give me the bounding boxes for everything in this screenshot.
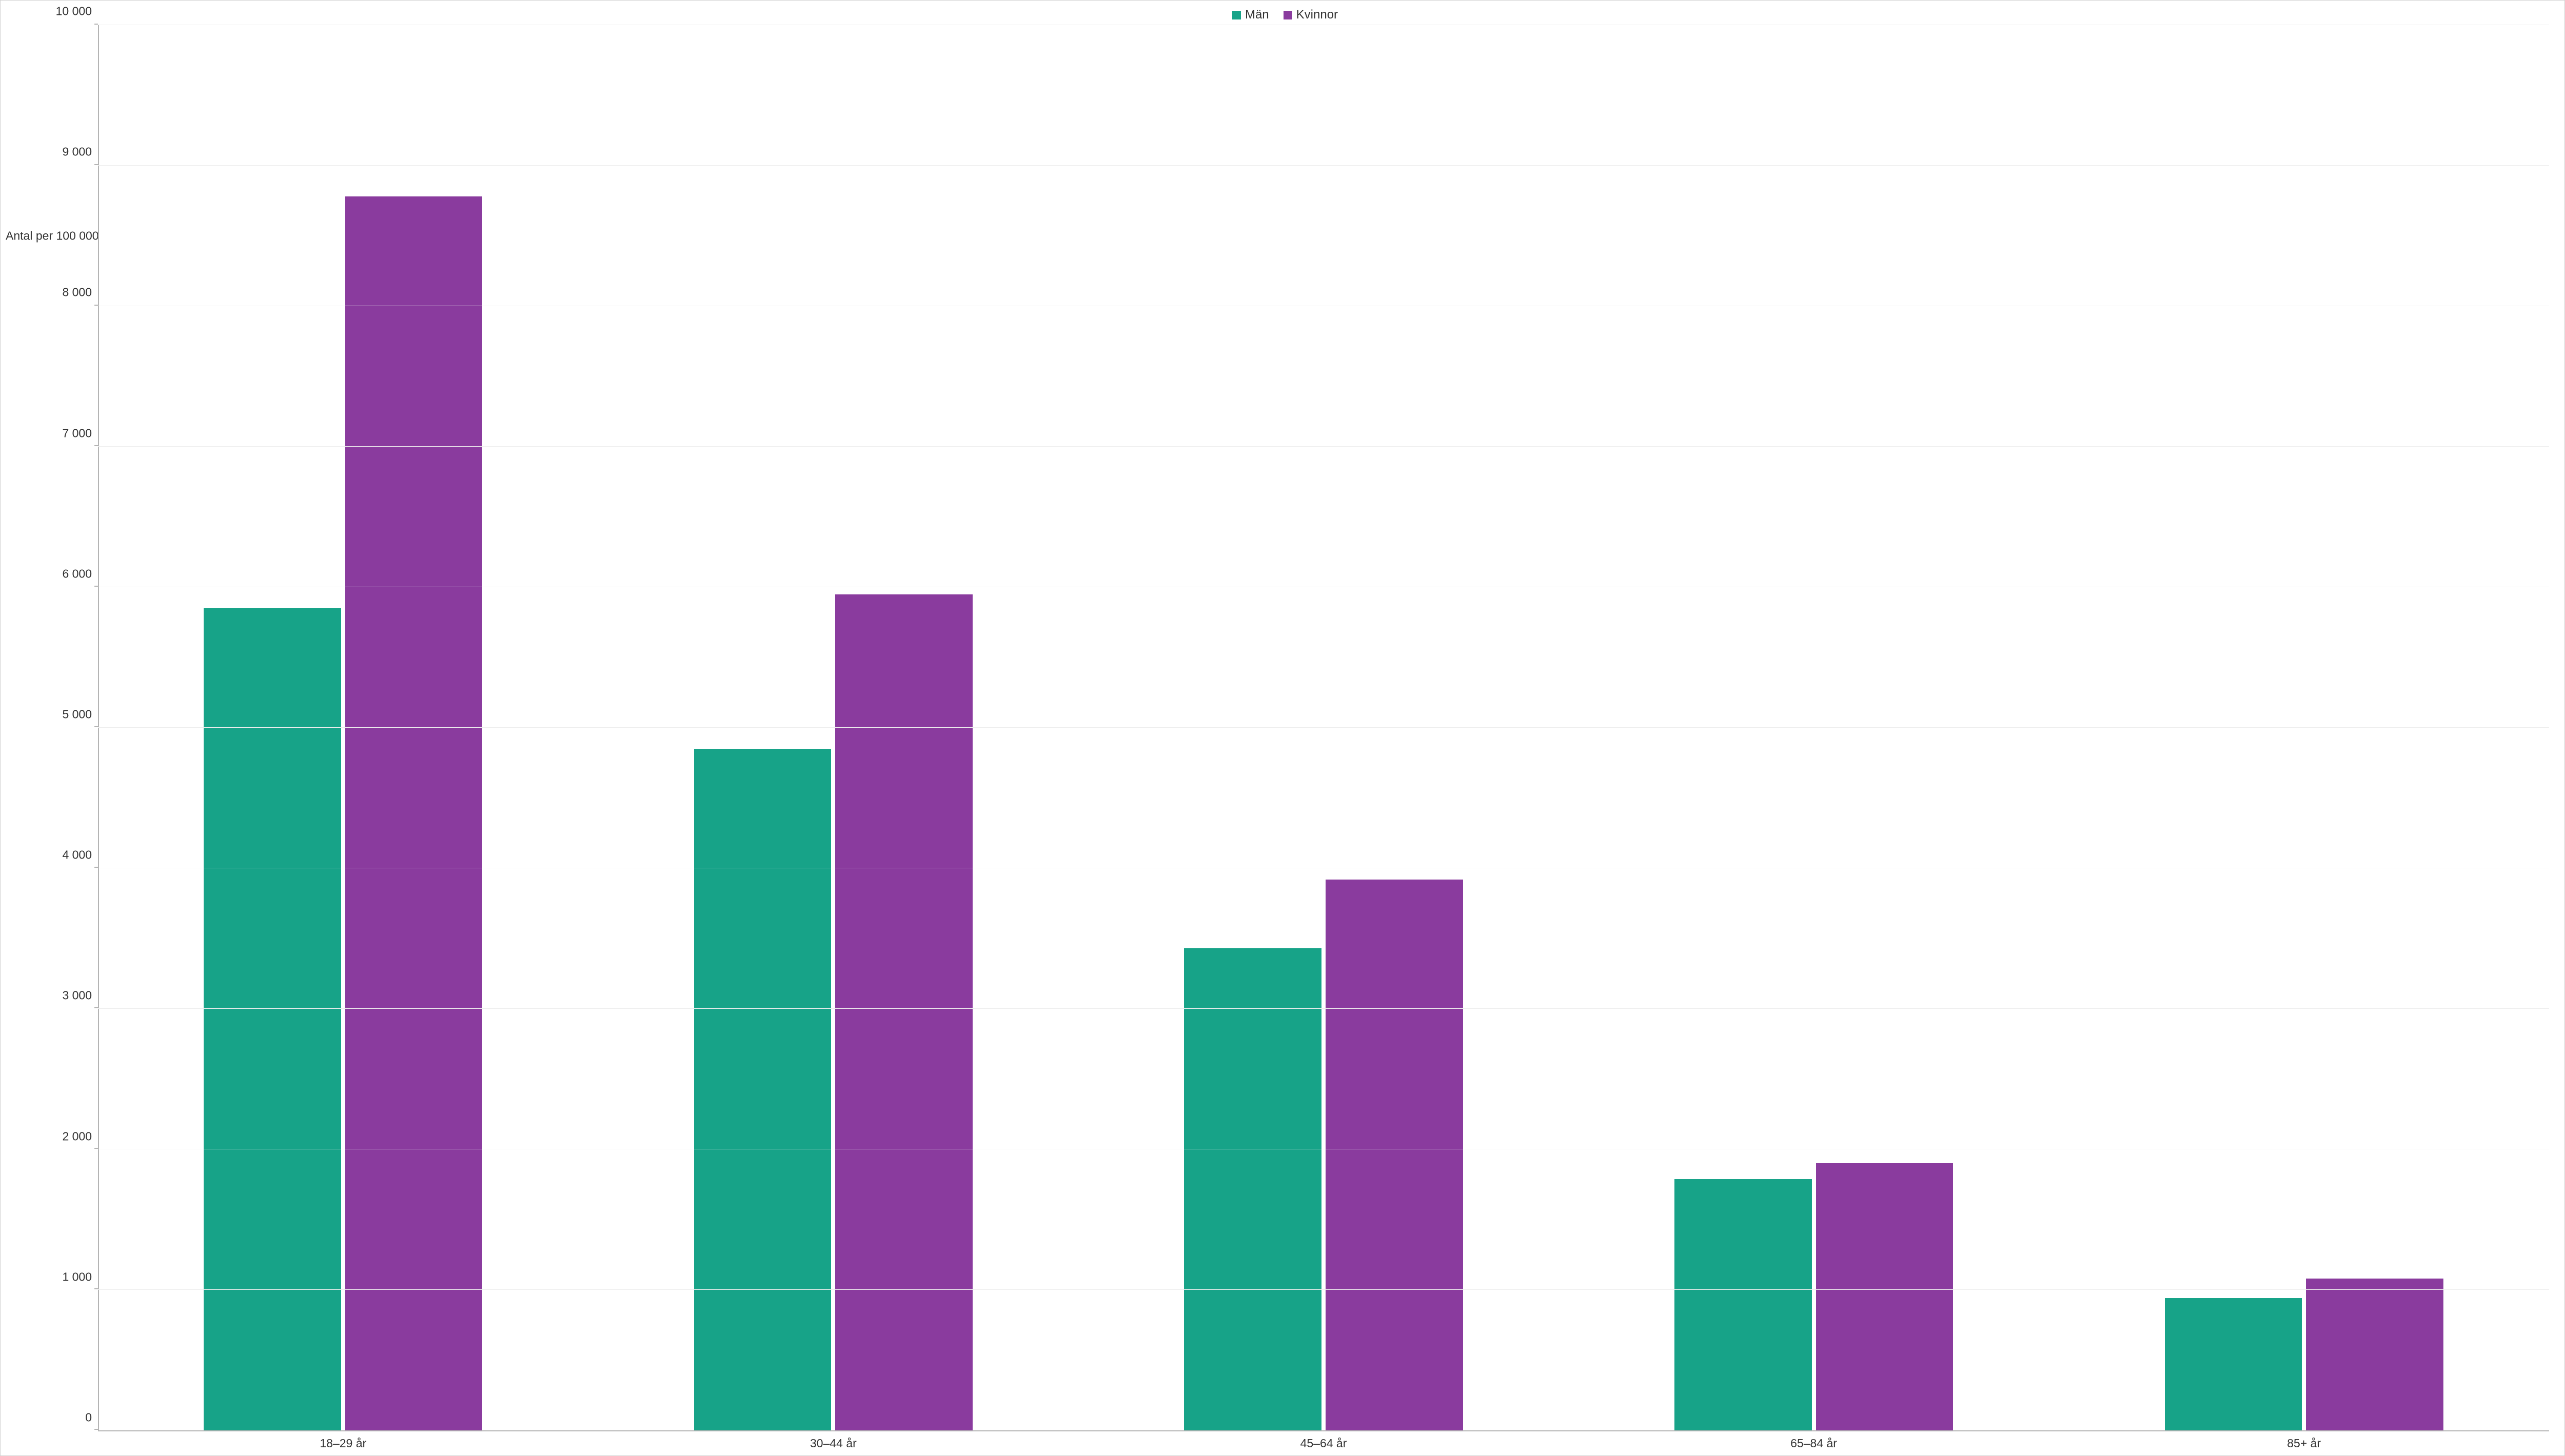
y-tick-label: 6 000 — [62, 567, 92, 581]
bar-men — [2165, 1298, 2302, 1430]
bar-group — [98, 25, 588, 1430]
y-tick-label: 1 000 — [62, 1270, 92, 1284]
legend-swatch-women — [1284, 11, 1292, 19]
gridline — [98, 1289, 2549, 1290]
y-tick — [94, 1288, 98, 1289]
x-tick-label: 85+ år — [2059, 1437, 2549, 1450]
y-tick — [94, 24, 98, 25]
x-axis-labels: 18–29 år30–44 år45–64 år65–84 år85+ år — [98, 1437, 2549, 1450]
y-tick — [94, 305, 98, 306]
y-tick-label: 9 000 — [62, 145, 92, 159]
y-tick-label: 7 000 — [62, 426, 92, 440]
y-tick — [94, 164, 98, 165]
y-tick-label: 8 000 — [62, 286, 92, 300]
chart-legend: Män Kvinnor — [21, 8, 2549, 22]
plot-wrap: Antal per 100 000 01 0002 0003 0004 0005… — [21, 25, 2549, 1431]
y-tick — [94, 445, 98, 446]
bar-women — [1816, 1163, 1954, 1430]
bar-groups — [98, 25, 2549, 1430]
gridline — [98, 446, 2549, 447]
bar-men — [1674, 1179, 1812, 1430]
bar-men — [204, 608, 341, 1430]
y-tick — [94, 1007, 98, 1008]
y-tick-label: 0 — [85, 1411, 92, 1425]
x-tick-label: 65–84 år — [1569, 1437, 2059, 1450]
y-axis: Antal per 100 000 01 0002 0003 0004 0005… — [21, 25, 98, 1431]
legend-label-men: Män — [1245, 8, 1269, 22]
y-tick-label: 4 000 — [62, 848, 92, 862]
y-tick-label: 5 000 — [62, 708, 92, 722]
gridline — [98, 727, 2549, 728]
y-axis-title: Antal per 100 000 — [6, 229, 99, 243]
gridline — [98, 1008, 2549, 1009]
y-tick-label: 10 000 — [56, 5, 92, 18]
bar-women — [835, 594, 973, 1430]
x-tick-label: 45–64 år — [1078, 1437, 1569, 1450]
bar-chart: Män Kvinnor Antal per 100 000 0 1 000 2 00… — [0, 0, 2565, 1456]
y-tick — [94, 586, 98, 587]
bar-men — [1184, 948, 1321, 1430]
y-tick — [94, 726, 98, 727]
x-tick-label: 30–44 år — [588, 1437, 1079, 1450]
x-tick-label: 18–29 år — [98, 1437, 588, 1450]
legend-item-women: Kvinnor — [1284, 8, 1338, 22]
legend-label-women: Kvinnor — [1296, 8, 1338, 22]
y-tick — [94, 1148, 98, 1149]
legend-swatch-men — [1232, 11, 1241, 19]
legend-item-men: Män — [1232, 8, 1269, 22]
bar-group — [1078, 25, 1569, 1430]
plot-area — [98, 25, 2549, 1431]
bar-women — [1326, 880, 1463, 1430]
y-tick-label: 2 000 — [62, 1129, 92, 1143]
bar-women — [2306, 1279, 2443, 1430]
y-tick — [94, 867, 98, 868]
bar-men — [694, 749, 832, 1430]
bar-group — [2059, 25, 2549, 1430]
y-tick-label: 3 000 — [62, 989, 92, 1003]
bar-group — [588, 25, 1079, 1430]
y-tick — [94, 1429, 98, 1430]
gridline — [98, 165, 2549, 166]
bar-women — [345, 196, 483, 1430]
bar-group — [1569, 25, 2059, 1430]
